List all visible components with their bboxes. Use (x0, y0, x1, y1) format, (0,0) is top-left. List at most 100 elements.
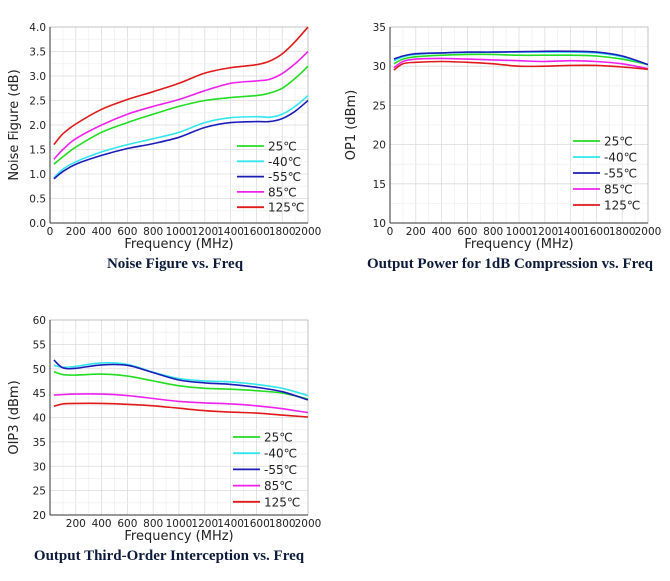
y-tick-label: 1.0 (29, 169, 46, 181)
x-tick-label: 400 (432, 226, 452, 238)
legend-label: 125℃ (604, 199, 640, 213)
x-tick-label: 1400 (217, 226, 244, 238)
legend-label: -55℃ (604, 167, 637, 181)
x-tick-label: 1400 (557, 226, 584, 238)
y-tick-label: 1.5 (29, 145, 46, 157)
x-tick-label: 200 (66, 518, 86, 530)
y-tick-label: 45 (33, 388, 46, 400)
legend-label: -55℃ (264, 463, 297, 477)
chart-title: Noise Figure vs. Freq (107, 256, 244, 272)
y-tick-label: 40 (33, 413, 46, 425)
y-tick-label: 20 (373, 140, 386, 152)
series-line-85C (393, 57, 649, 70)
x-tick-label: 1600 (583, 226, 610, 238)
chart-1: 0 200 400 600 800 1000 1200 1400 1600 1800 2000 0.0… (7, 22, 321, 272)
y-tick-label: 3.5 (29, 47, 46, 59)
x-tick-label: 600 (457, 226, 477, 238)
x-tick-label: 400 (92, 226, 112, 238)
x-tick-label: 1200 (191, 226, 218, 238)
x-axis-label: Frequency (MHz) (124, 529, 233, 544)
y-tick-label: 30 (373, 61, 386, 73)
series-line-25C (393, 53, 649, 66)
x-tick-label: 1200 (191, 518, 218, 530)
legend-label: 25℃ (604, 135, 633, 149)
x-tick-label: 1800 (269, 518, 296, 530)
legend-label: 85℃ (268, 185, 297, 199)
y-tick-label: 30 (33, 461, 46, 473)
y-tick-label: 4.0 (29, 22, 46, 34)
y-tick-label: 20 (33, 510, 46, 522)
series-line--55C (393, 50, 649, 66)
x-tick-label: 1000 (166, 226, 193, 238)
x-tick-label: 1400 (217, 518, 244, 530)
series-line-125C (53, 26, 309, 146)
x-tick-label: 2000 (635, 226, 662, 238)
series-line-125C (53, 402, 309, 418)
legend-label: 25℃ (264, 431, 293, 445)
x-tick-label: 1800 (269, 226, 296, 238)
y-tick-label: 50 (33, 364, 46, 376)
y-axis-label: OIP3 (dBm) (7, 380, 22, 454)
y-tick-label: 55 (33, 339, 46, 351)
x-tick-label: 800 (143, 518, 163, 530)
series-line--55C (53, 99, 309, 180)
series-line-85C (53, 50, 309, 160)
series-line--55C (53, 359, 309, 401)
legend-label: 85℃ (264, 479, 293, 493)
y-tick-label: 10 (373, 218, 386, 230)
legend-label: 25℃ (268, 140, 297, 154)
chart-title: Output Third-Order Interception vs. Freq (34, 548, 305, 564)
legend-label: 125℃ (268, 201, 304, 215)
legend-label: 85℃ (604, 183, 633, 197)
series-line-125C (393, 60, 649, 71)
y-tick-label: 0.5 (29, 194, 46, 206)
x-tick-label: 2000 (295, 518, 322, 530)
y-tick-label: 3.0 (29, 71, 46, 83)
y-tick-label: 0.0 (29, 218, 46, 230)
x-tick-label: 1200 (531, 226, 558, 238)
x-tick-label: 1600 (243, 518, 270, 530)
x-tick-label: 0 (387, 226, 394, 238)
legend-label: -55℃ (268, 170, 301, 184)
y-tick-label: 25 (33, 486, 46, 498)
chart-3: 200 400 600 800 1000 1200 1400 1600 1800 2000 20 25… (7, 315, 321, 564)
y-tick-label: 35 (373, 22, 386, 34)
x-tick-label: 200 (66, 226, 86, 238)
x-tick-label: 800 (483, 226, 503, 238)
y-axis-label: Noise Figure (dB) (7, 69, 22, 180)
y-tick-label: 2.0 (29, 120, 46, 132)
x-tick-label: 200 (406, 226, 426, 238)
x-tick-label: 800 (143, 226, 163, 238)
y-tick-label: 60 (33, 315, 46, 327)
y-tick-label: 15 (373, 179, 386, 191)
x-axis-label: Frequency (MHz) (464, 237, 573, 252)
series-line-25C (53, 65, 309, 165)
legend: 25℃ -40℃ -55℃ 85℃ 125℃ (233, 431, 300, 509)
x-tick-label: 1000 (506, 226, 533, 238)
x-tick-label: 600 (117, 226, 137, 238)
x-tick-label: 1000 (166, 518, 193, 530)
series-line-85C (53, 393, 309, 414)
series-line--40C (53, 94, 309, 179)
legend-label: -40℃ (268, 155, 301, 169)
series-line--40C (53, 361, 309, 397)
y-tick-label: 35 (33, 437, 46, 449)
x-tick-label: 1800 (609, 226, 636, 238)
x-tick-label: 0 (47, 226, 54, 238)
legend-label: -40℃ (264, 447, 297, 461)
legend-label: -40℃ (604, 151, 637, 165)
legend: 25℃ -40℃ -55℃ 85℃ 125℃ (573, 135, 640, 213)
series-line-25C (53, 370, 309, 400)
x-tick-label: 2000 (295, 226, 322, 238)
y-tick-label: 25 (373, 100, 386, 112)
y-axis-label: OP1 (dBm) (344, 90, 359, 160)
x-axis-label: Frequency (MHz) (124, 237, 233, 252)
x-tick-label: 400 (92, 518, 112, 530)
chart-title: Output Power for 1dB Compression vs. Fre… (367, 256, 654, 272)
y-tick-label: 2.5 (29, 96, 46, 108)
x-tick-label: 600 (117, 518, 137, 530)
legend-label: 125℃ (264, 495, 300, 509)
x-tick-label: 1600 (243, 226, 270, 238)
